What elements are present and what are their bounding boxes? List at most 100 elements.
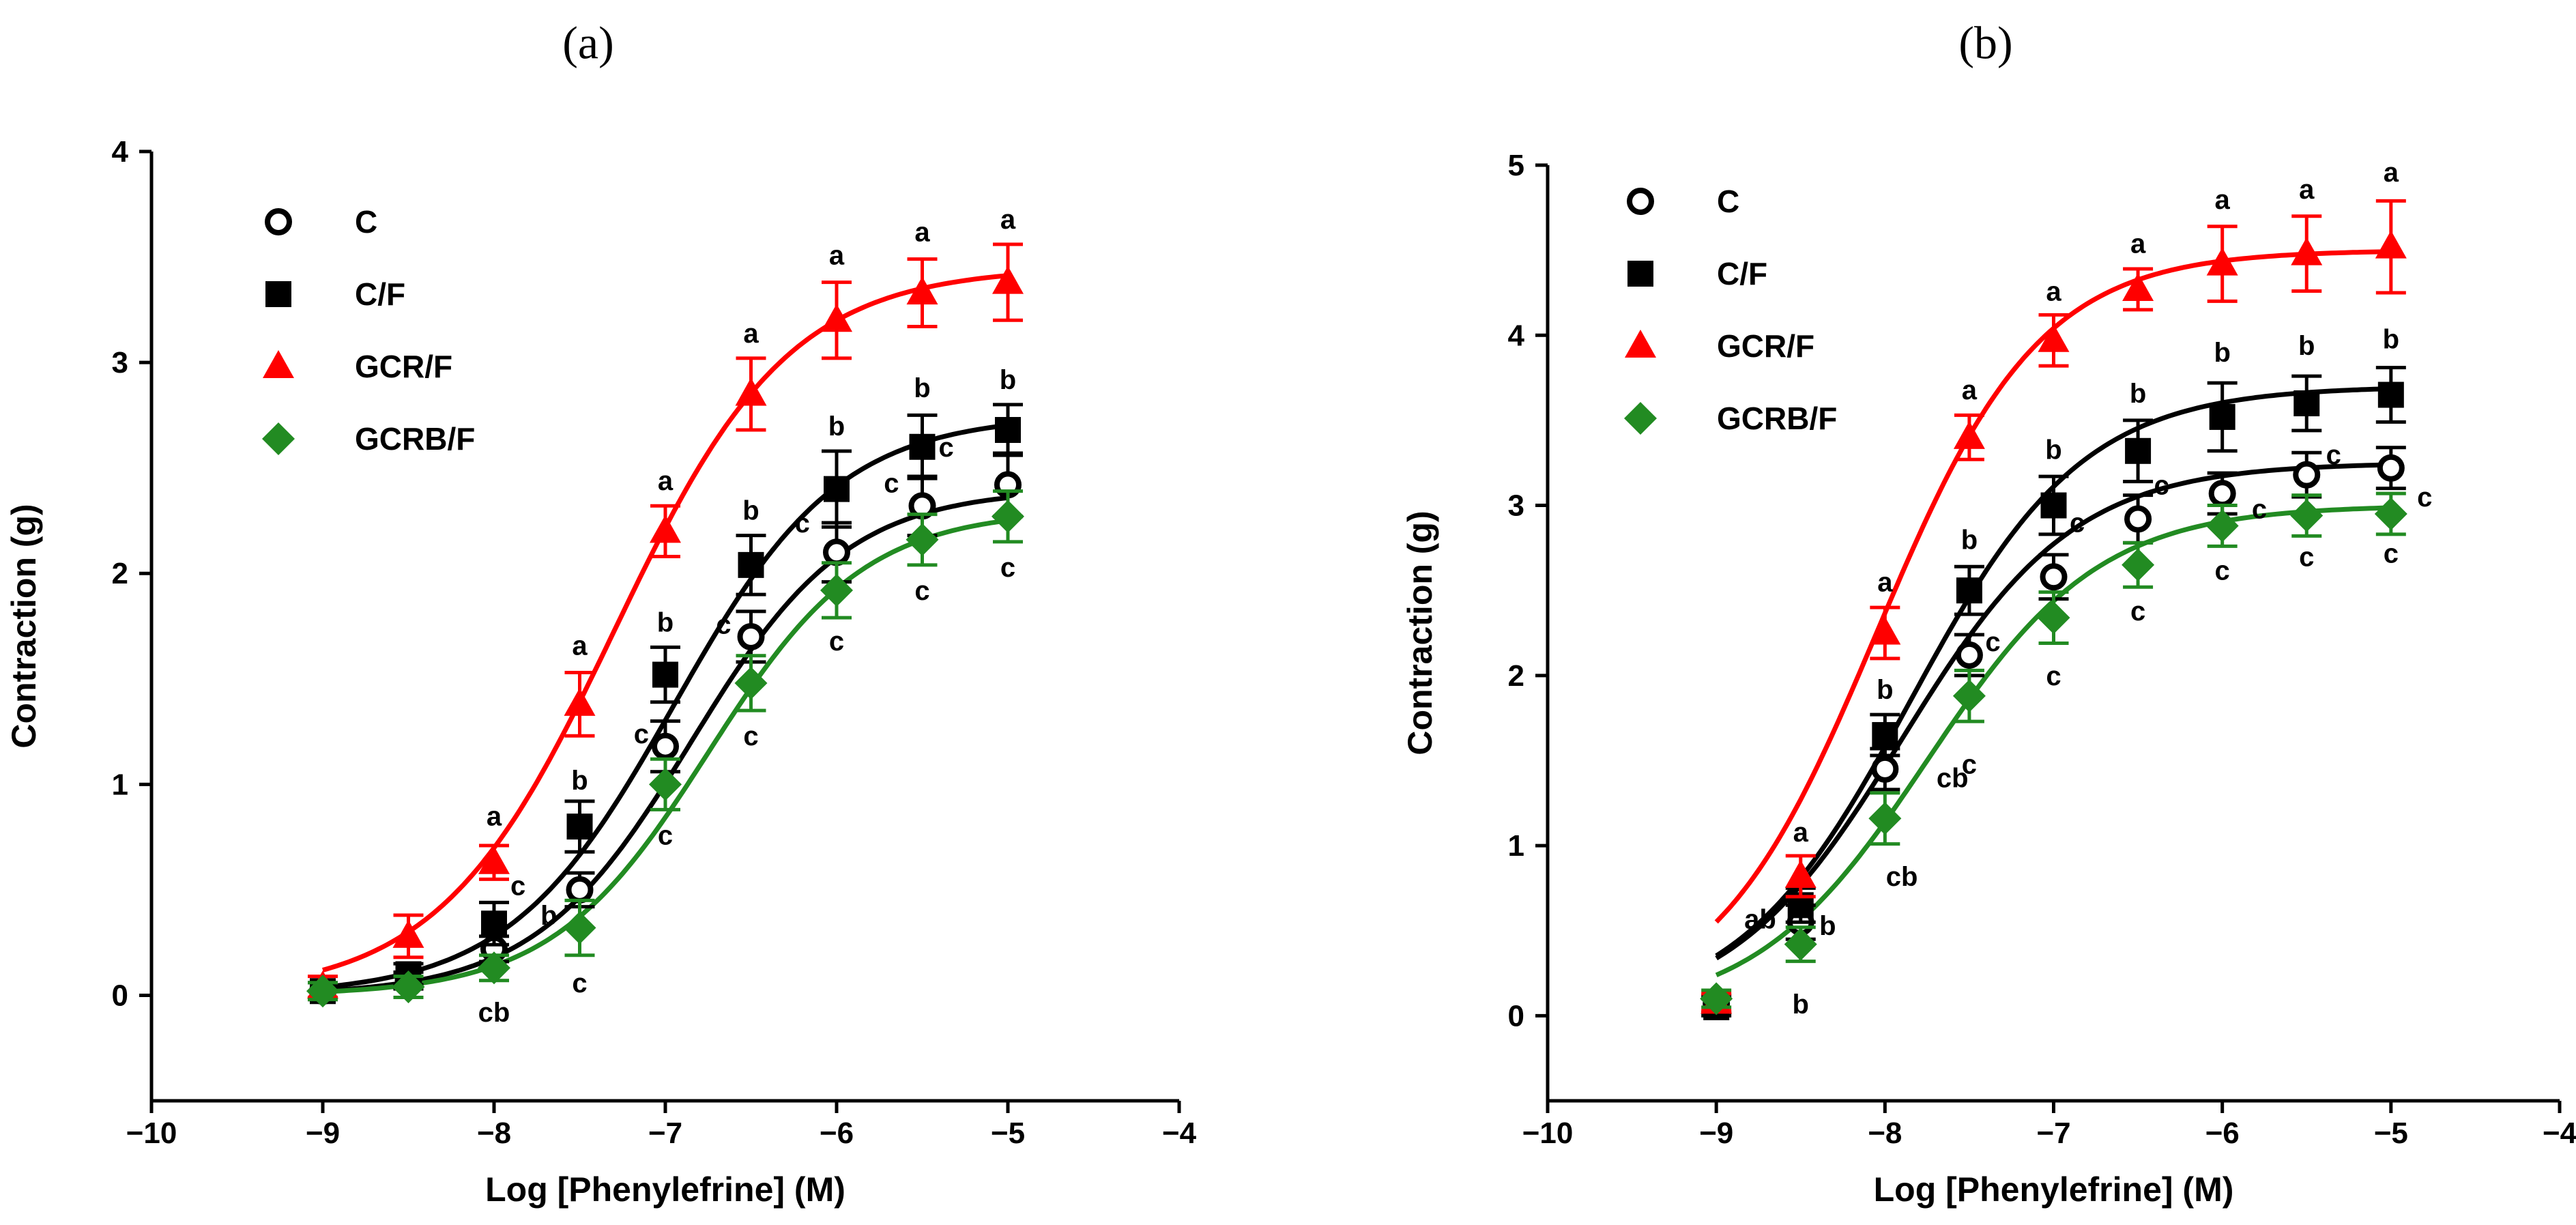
data-point: [1956, 577, 1982, 604]
data-point: [1953, 420, 1985, 449]
y-axis-title: Contraction (g): [5, 504, 43, 748]
legend-label: GCRB/F: [1717, 401, 1837, 436]
data-point: [2205, 509, 2239, 543]
significance-label: c: [634, 719, 649, 749]
data-point: [1784, 859, 1817, 888]
data-point: [2374, 498, 2407, 531]
legend-marker: [262, 422, 295, 455]
legend-label: GCRB/F: [355, 421, 475, 457]
data-point: [1952, 679, 1986, 712]
data-point: [824, 476, 850, 502]
significance-label: c: [1985, 627, 2000, 657]
significance-label: a: [1962, 375, 1978, 405]
y-tick-label: 4: [1508, 319, 1525, 352]
data-point: [906, 276, 938, 305]
significance-label: a: [914, 217, 930, 247]
data-point: [2208, 480, 2236, 508]
legend-label: GCR/F: [355, 349, 452, 384]
data-point: [820, 573, 853, 607]
significance-label: b: [1877, 675, 1893, 705]
significance-label: c: [2299, 542, 2314, 572]
panel-label: (b): [1958, 17, 2012, 69]
significance-label: cb: [1886, 862, 1918, 892]
significance-label: c: [884, 468, 899, 498]
significance-label: b: [1819, 911, 1836, 941]
series-gcrb-f: [1700, 491, 2407, 1015]
data-point: [2124, 505, 2152, 533]
legend-label: C/F: [355, 276, 405, 312]
data-point: [2293, 390, 2320, 416]
significance-label: c: [914, 576, 929, 606]
significance-label: b: [1961, 525, 1978, 555]
significance-label: a: [2299, 175, 2315, 205]
significance-label: a: [572, 631, 588, 661]
legend-marker: [265, 208, 292, 235]
data-point: [1872, 722, 1898, 749]
legend-marker: [263, 350, 294, 378]
data-point: [2040, 563, 2068, 591]
y-tick-label: 2: [112, 557, 128, 590]
significance-label: c: [2326, 440, 2341, 470]
legend-label: C: [355, 204, 377, 240]
significance-label: c: [2046, 661, 2061, 691]
significance-label: b: [1793, 990, 1809, 1020]
significance-label: c: [2417, 482, 2432, 513]
significance-label: a: [2384, 158, 2399, 188]
significance-label: c: [572, 968, 587, 998]
data-point: [478, 846, 510, 874]
data-point: [2291, 237, 2323, 265]
data-point: [2206, 247, 2238, 276]
data-point: [992, 500, 1024, 533]
data-point: [650, 515, 681, 543]
data-point: [2375, 230, 2407, 259]
significance-label: b: [742, 495, 759, 525]
significance-label: a: [1793, 818, 1809, 848]
x-tick-label: −10: [126, 1116, 177, 1150]
data-point: [564, 687, 596, 716]
significance-label: c: [1962, 749, 1977, 779]
fit-curve-gcrb-f: [322, 518, 1009, 994]
significance-label: c: [743, 721, 758, 751]
data-point: [481, 910, 507, 937]
significance-label: c: [658, 821, 673, 851]
legend-marker: [1625, 330, 1656, 358]
significance-label: c: [2070, 508, 2085, 538]
significance-label: c: [2130, 596, 2145, 626]
data-point: [906, 523, 939, 556]
data-point: [649, 768, 682, 801]
significance-label: a: [1000, 205, 1016, 235]
series-gcr-f: [1701, 199, 2407, 1014]
significance-label: a: [2215, 185, 2231, 215]
significance-label: c: [510, 871, 525, 902]
significance-label: a: [743, 319, 759, 349]
y-tick-label: 5: [1508, 149, 1524, 182]
legend-marker: [1627, 261, 1653, 287]
x-tick-label: −4: [1162, 1116, 1197, 1150]
data-point: [2293, 461, 2321, 489]
significance-label: ab: [1744, 904, 1776, 934]
data-point: [1700, 982, 1733, 1015]
significance-label: cb: [1937, 763, 1969, 793]
significance-label: b: [1000, 365, 1016, 395]
legend-label: C: [1717, 184, 1739, 219]
data-point: [738, 551, 764, 578]
data-point: [992, 265, 1024, 294]
y-tick-label: 0: [1508, 999, 1524, 1033]
series-c-f: [1701, 366, 2406, 1020]
series-gcrb-f: [306, 489, 1024, 1008]
significance-label: b: [540, 901, 557, 931]
data-point: [2209, 403, 2235, 430]
y-tick-label: 4: [112, 135, 129, 169]
data-point: [566, 876, 594, 904]
x-tick-label: −8: [1868, 1116, 1902, 1150]
significance-label: c: [1000, 553, 1015, 583]
data-point: [2040, 492, 2067, 519]
data-point: [1868, 802, 1902, 835]
data-point: [735, 377, 767, 406]
fit-curve-c: [1715, 462, 2391, 961]
data-point: [734, 666, 768, 700]
x-tick-label: −9: [1699, 1116, 1733, 1150]
significance-label: c: [939, 433, 954, 463]
significance-label: a: [2130, 229, 2146, 259]
x-tick-label: −8: [477, 1116, 511, 1150]
